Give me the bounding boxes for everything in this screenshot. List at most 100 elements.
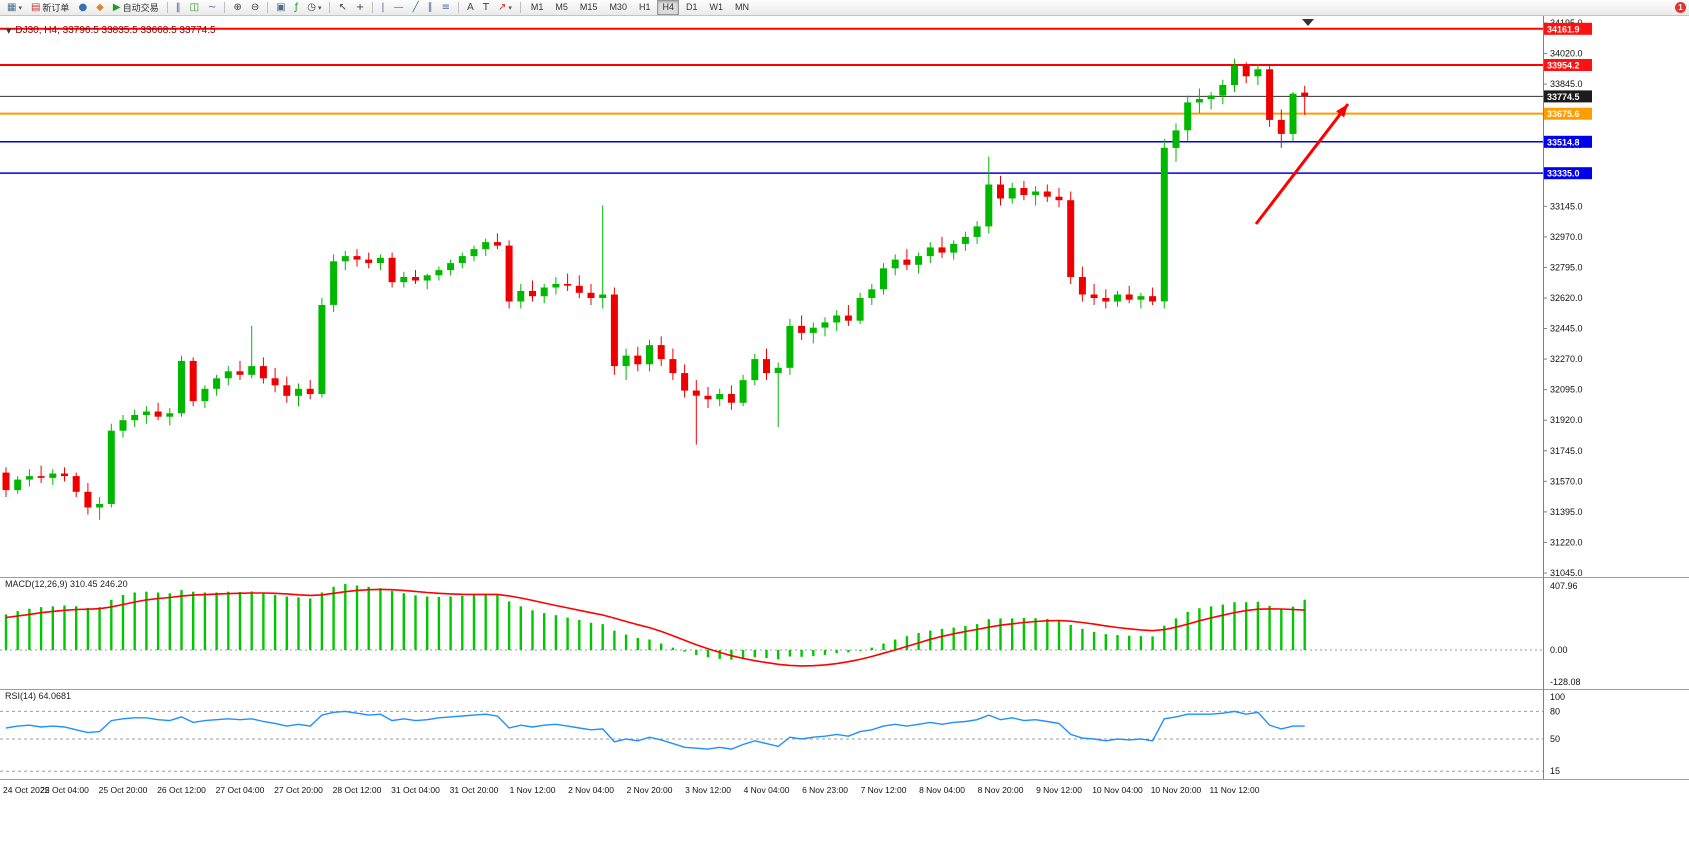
price-badge-label: 33954.2 — [1547, 61, 1580, 71]
candle — [353, 249, 361, 267]
label-tool-button[interactable]: T — [479, 0, 493, 16]
arrows-tool-icon: ↗ — [497, 1, 507, 13]
notification-badge[interactable]: 1 — [1675, 2, 1686, 13]
candle-body — [973, 226, 981, 237]
candle — [622, 348, 630, 381]
candle — [997, 175, 1004, 206]
bar-chart-button[interactable]: ‖ — [172, 0, 185, 16]
tf-button-MN[interactable]: MN — [735, 2, 749, 12]
chart-area[interactable]: 31045.0 31220.0 31395.0 31570.0 31745.0 31920… — [0, 16, 1689, 861]
candle — [1254, 64, 1262, 85]
candle-body — [1102, 298, 1110, 302]
candle — [1055, 187, 1063, 208]
candle-body — [1090, 294, 1098, 298]
candle-body — [1149, 296, 1157, 302]
candle — [107, 423, 115, 508]
candle — [318, 297, 326, 398]
new-order-icon: ▤ — [30, 1, 41, 13]
tf-button-M15[interactable]: M15 — [579, 2, 598, 12]
price-badge-label: 34161.9 — [1547, 24, 1580, 34]
tf-button-H1[interactable]: H1 — [638, 2, 651, 12]
y-tick-label: 31045.0 — [1550, 568, 1583, 578]
y-tick-label: 32970.0 — [1550, 232, 1583, 242]
candle-body — [154, 411, 162, 417]
candle-body — [318, 305, 326, 394]
chart-shift-marker[interactable] — [1302, 19, 1314, 26]
crosshair-tool-button[interactable]: + — [352, 0, 368, 16]
vertical-line-tool-button[interactable]: | — [377, 0, 388, 16]
rsi-scale-label: 50 — [1550, 734, 1560, 744]
candle — [926, 242, 934, 264]
candle — [201, 385, 209, 408]
channel-tool-button[interactable]: ∥ — [424, 0, 437, 16]
horizontal-line-tool-button[interactable]: — — [390, 0, 408, 16]
candle — [1137, 292, 1145, 309]
zoom-in-button[interactable]: ⊕ — [229, 0, 245, 16]
trend-arrow[interactable] — [1254, 103, 1350, 225]
candle — [166, 407, 174, 426]
new-chart-button[interactable]: ▦ ▾ — [3, 0, 26, 16]
candlestick-chart-button[interactable]: ◫ — [186, 0, 203, 16]
candle-body — [388, 257, 396, 283]
chat-button[interactable]: ◆ — [92, 0, 108, 16]
time-label: 11 Nov 12:00 — [1210, 785, 1260, 795]
macd-signal-line — [5, 588, 1305, 667]
price-axis[interactable]: 31045.0 31220.0 31395.0 31570.0 31745.0 31920… — [1543, 16, 1592, 779]
tf-button-D1[interactable]: D1 — [685, 2, 698, 12]
line-chart-button[interactable]: ~ — [204, 0, 220, 16]
indicators-button[interactable]: ƒ — [291, 0, 303, 16]
time-label: 24 Oct 2022 — [3, 785, 50, 795]
fibonacci-tool-button[interactable]: ≡ — [438, 0, 454, 16]
candle-body — [213, 378, 221, 389]
candle — [1090, 284, 1098, 305]
tf-button-W1[interactable]: W1 — [709, 2, 724, 12]
y-tick-label: 31395.0 — [1550, 507, 1583, 517]
trendline-tool-button[interactable]: ╱ — [409, 0, 423, 16]
candle — [2, 467, 10, 498]
candle-body — [166, 413, 174, 417]
candle-body — [517, 291, 525, 302]
new-order-button[interactable]: ▤ 新订单 — [27, 0, 73, 16]
community-button[interactable]: ● — [74, 0, 91, 16]
zoom-out-button[interactable]: ⊖ — [247, 0, 263, 16]
candlestick-chart-icon: ◫ — [189, 1, 200, 13]
macd-scale-label: 0.00 — [1550, 645, 1568, 655]
candle — [213, 374, 221, 396]
candle-body — [961, 236, 969, 244]
candle-body — [1195, 99, 1203, 103]
candle-body — [435, 270, 443, 276]
tf-button-H4[interactable]: H4 — [657, 0, 679, 15]
candle — [49, 469, 57, 485]
cursor-tool-button[interactable]: ↖ — [334, 0, 350, 16]
candle — [739, 374, 747, 407]
new-chart-icon: ▦ — [7, 1, 17, 13]
period-button[interactable]: ◷ ▾ — [303, 0, 325, 16]
tf-button-M5[interactable]: M5 — [555, 2, 568, 12]
candle-body — [330, 261, 338, 305]
candle — [14, 476, 22, 494]
candle-body — [1067, 200, 1075, 277]
tf-button-M30[interactable]: M30 — [609, 2, 627, 12]
price-badge-label: 33514.8 — [1547, 137, 1580, 147]
period-clock-icon: ◷ — [307, 1, 316, 13]
y-tick-label: 31745.0 — [1550, 446, 1583, 456]
time-label: 31 Oct 20:00 — [450, 785, 499, 795]
candle — [1207, 91, 1215, 110]
candle-body — [657, 345, 665, 360]
zoom-in-icon: ⊕ — [233, 1, 242, 13]
candle-body — [493, 242, 501, 246]
tile-windows-button[interactable]: ▣ — [272, 0, 289, 16]
tf-button-M1[interactable]: M1 — [530, 2, 544, 12]
candle — [891, 254, 899, 276]
arrows-tool-button[interactable]: ↗ ▾ — [494, 0, 516, 16]
macd-label: MACD(12,26,9) 310.45 246.20 — [5, 579, 128, 589]
autotrading-button[interactable]: ▶ 自动交易 — [109, 0, 163, 16]
candle-body — [798, 325, 806, 333]
candle — [224, 366, 232, 386]
candle — [529, 280, 536, 302]
toolbar: ▦ ▾ ▤ 新订单 ● ◆ ▶ 自动交易 ‖ ◫ ~ ⊕ ⊖ ▣ ƒ ◷ ▾ ↖ +… — [0, 0, 1689, 16]
candle-body — [259, 366, 267, 379]
text-tool-button[interactable]: A — [463, 0, 478, 16]
candle — [552, 277, 560, 295]
